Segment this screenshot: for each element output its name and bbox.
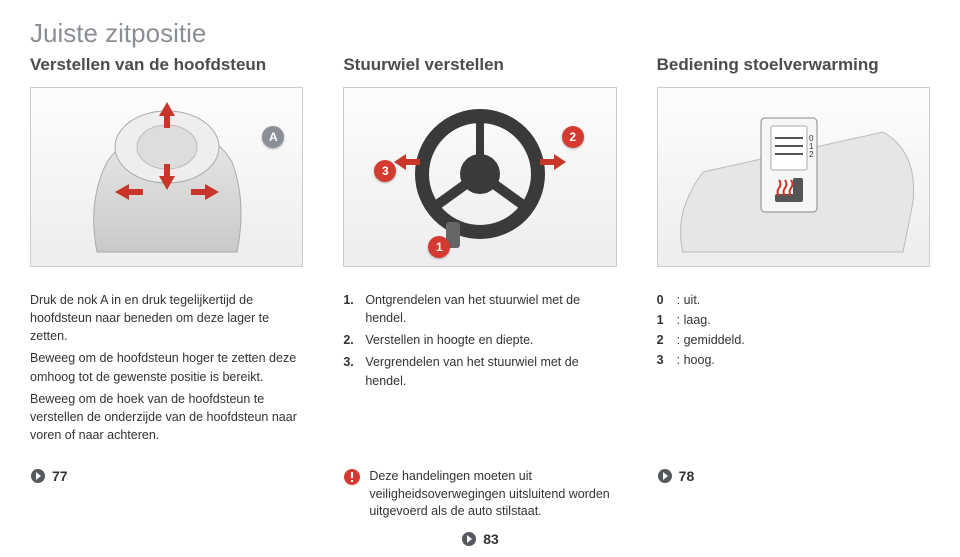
warning-icon <box>343 468 361 486</box>
num: 3. <box>343 353 365 389</box>
footer-cell-1: 77 <box>30 468 303 484</box>
key: 0 <box>657 291 677 309</box>
warning-text: Deze handelingen moeten uit veiligheidso… <box>369 468 616 521</box>
value: : laag. <box>677 311 711 329</box>
item-text: Vergrendelen van het stuurwiel met de he… <box>365 353 616 389</box>
heading-seatheat: Bediening stoelverwarming <box>657 55 930 77</box>
heading-steering: Stuurwiel verstellen <box>343 55 616 77</box>
paragraph: Druk de nok A in en druk tegelijkertijd … <box>30 291 303 345</box>
list-item: 1: laag. <box>657 311 930 329</box>
page-ref-icon <box>30 468 46 484</box>
column-steering: Stuurwiel verstellen 1 <box>343 55 616 448</box>
columns: Verstellen van de hoofdsteun <box>30 55 930 448</box>
heading-headrest: Verstellen van de hoofdsteun <box>30 55 303 77</box>
page-title: Juiste zitpositie <box>30 18 930 49</box>
list-item: 3.Vergrendelen van het stuurwiel met de … <box>343 353 616 389</box>
page-number: 83 <box>483 531 499 547</box>
svg-text:2: 2 <box>809 150 814 159</box>
list-seatheat: 0: uit. 1: laag. 2: gemiddeld. 3: hoog. <box>657 291 930 372</box>
page: Juiste zitpositie Verstellen van de hoof… <box>0 0 960 557</box>
page-number: 78 <box>679 468 695 484</box>
illustration-headrest: A <box>30 87 303 267</box>
num: 2. <box>343 331 365 349</box>
bottom-page-ref: 83 <box>30 531 930 547</box>
item-text: Ontgrendelen van het stuurwiel met de he… <box>365 291 616 327</box>
callout-2: 2 <box>562 126 584 148</box>
key: 1 <box>657 311 677 329</box>
item-text: Verstellen in hoogte en diepte. <box>365 331 533 349</box>
page-reference: 78 <box>657 468 695 484</box>
body-headrest: Druk de nok A in en druk tegelijkertijd … <box>30 291 303 448</box>
column-seatheat: Bediening stoelverwarming 0 1 2 <box>657 55 930 448</box>
page-reference: 77 <box>30 468 68 484</box>
list-item: 2.Verstellen in hoogte en diepte. <box>343 331 616 349</box>
key: 3 <box>657 351 677 369</box>
list-steering: 1.Ontgrendelen van het stuurwiel met de … <box>343 291 616 394</box>
num: 1. <box>343 291 365 327</box>
list-item: 0: uit. <box>657 291 930 309</box>
page-reference: 83 <box>461 531 499 547</box>
value: : hoog. <box>677 351 715 369</box>
footer-cell-3: 78 <box>657 468 930 484</box>
list-item: 1.Ontgrendelen van het stuurwiel met de … <box>343 291 616 327</box>
list-item: 2: gemiddeld. <box>657 331 930 349</box>
list-item: 3: hoog. <box>657 351 930 369</box>
paragraph: Beweeg om de hoek van de hoofdsteun te v… <box>30 390 303 444</box>
page-ref-icon <box>461 531 477 547</box>
footer-row: 77 Deze handelingen moeten uit veilighei… <box>30 468 930 521</box>
value: : gemiddeld. <box>677 331 745 349</box>
footer-cell-2: Deze handelingen moeten uit veiligheidso… <box>343 468 616 521</box>
illustration-steering: 1 2 3 <box>343 87 616 267</box>
illustration-seatheat: 0 1 2 <box>657 87 930 267</box>
page-number: 77 <box>52 468 68 484</box>
paragraph: Beweeg om de hoofdsteun hoger te zetten … <box>30 349 303 385</box>
column-headrest: Verstellen van de hoofdsteun <box>30 55 303 448</box>
value: : uit. <box>677 291 701 309</box>
page-ref-icon <box>657 468 673 484</box>
key: 2 <box>657 331 677 349</box>
